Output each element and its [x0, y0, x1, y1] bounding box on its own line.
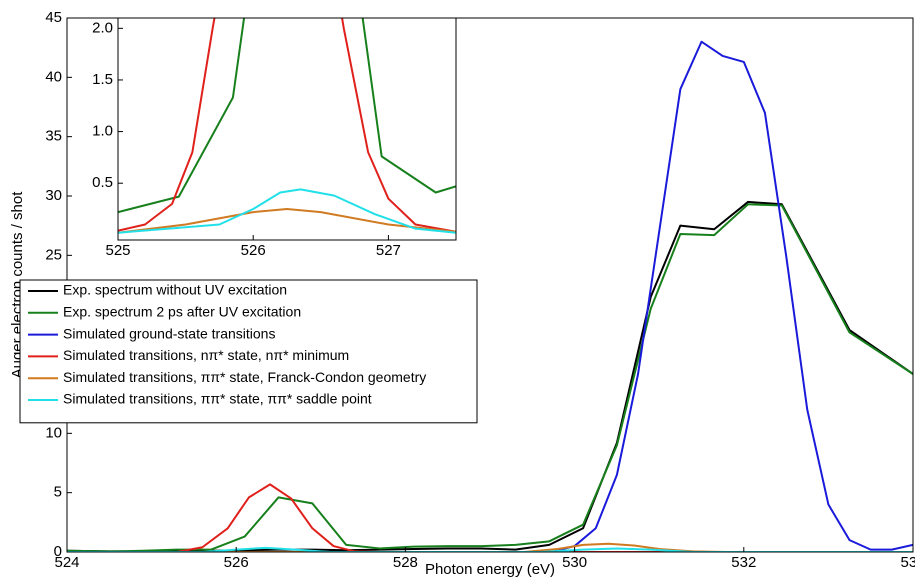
plot-0: 051015202530354045524526528530532534 [45, 9, 915, 571]
series-line [118, 188, 456, 234]
x-tick-label: 530 [562, 554, 587, 571]
legend-text: Exp. spectrum without UV excitation [63, 282, 287, 298]
legend: Exp. spectrum without UV excitation Exp. … [19, 279, 478, 424]
x-tick-label: 534 [900, 554, 915, 571]
series-line [118, 18, 456, 214]
series-line [67, 546, 913, 552]
x-tick-label: 525 [105, 242, 130, 259]
legend-text: Simulated transitions, nπ* state, nπ* mi… [63, 347, 349, 363]
y-tick-label: 1.5 [92, 71, 113, 88]
y-tick-label: 2.0 [92, 19, 113, 36]
series-line [67, 40, 913, 552]
legend-text: Simulated transitions, ππ* state, Franck… [63, 369, 426, 385]
y-tick-label: 45 [45, 9, 62, 26]
series-line [67, 483, 913, 552]
x-tick-label: 532 [731, 554, 756, 571]
inset-background [118, 18, 456, 240]
series-line [118, 208, 456, 234]
x-tick-label: 528 [393, 554, 418, 571]
y-tick-label: 35 [45, 128, 62, 145]
legend-box [19, 279, 478, 424]
x-tick-label: 526 [224, 554, 249, 571]
series-line [67, 203, 913, 552]
plot-1: 0.5 1.0 1.5 2.0 525 526 527 [92, 17, 457, 259]
x-tick-label: 526 [241, 242, 266, 259]
y-tick-label: 0 [54, 543, 62, 560]
x-tick-label: 527 [376, 242, 401, 259]
x-axis-title: Photon energy (eV) [425, 561, 555, 578]
y-tick-label: 10 [45, 424, 62, 441]
y-tick-label: 0.5 [92, 174, 113, 191]
legend-text: Exp. spectrum 2 ps after UV excitation [63, 304, 301, 320]
series-line [118, 18, 456, 233]
plot-frame [117, 17, 457, 241]
y-tick-label: 30 [45, 187, 62, 204]
legend-text: Simulated transitions, ππ* state, ππ* sa… [63, 391, 372, 407]
y-tick-label: 25 [45, 246, 62, 263]
x-tick-label: 524 [54, 554, 79, 571]
legend-text: Simulated ground-state transitions [63, 325, 275, 341]
y-tick-label: 40 [45, 68, 62, 85]
y-tick-label: 1.0 [92, 123, 113, 140]
y-tick-label: 5 [54, 484, 62, 501]
